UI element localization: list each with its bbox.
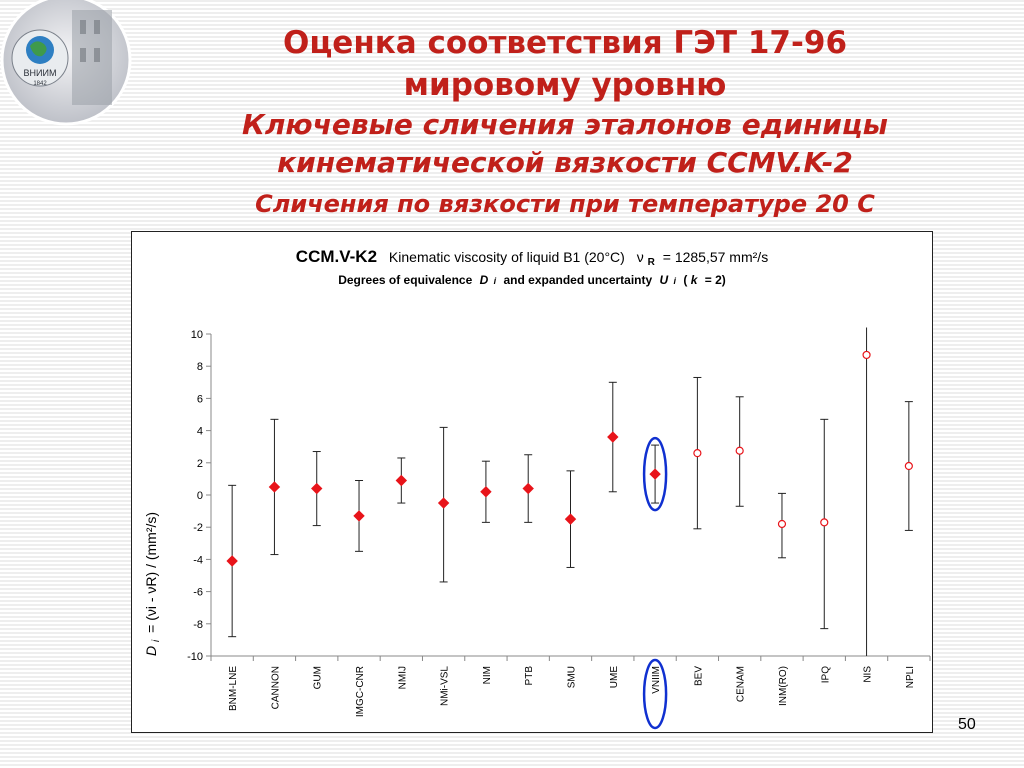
x-tick-label: NMi-VSL — [440, 666, 451, 706]
data-point — [820, 518, 829, 527]
data-point — [522, 482, 534, 495]
chart: CCM.V-K2 Kinematic viscosity of liquid B… — [143, 247, 931, 730]
x-tick-label: GUM — [313, 666, 324, 689]
x-tick-label: NIS — [863, 666, 874, 683]
y-tick-label: -2 — [193, 522, 203, 534]
chart-frame: CCM.V-K2 Kinematic viscosity of liquid B… — [131, 231, 933, 733]
data-point — [735, 446, 744, 455]
y-tick-label: -6 — [193, 587, 203, 599]
chart-subtitle-d: D — [480, 273, 489, 287]
data-point — [693, 449, 702, 458]
highlight-ellipse-point — [642, 436, 668, 512]
data-point — [268, 481, 281, 493]
x-tick-label: CANNON — [270, 666, 281, 709]
data-point — [395, 474, 408, 487]
chart-subtitle-k-open: ( — [683, 273, 687, 287]
chart-subtitle: Degrees of equivalence D i and expanded … — [338, 273, 726, 287]
data-point — [904, 461, 913, 471]
data-point — [777, 519, 787, 529]
highlight-ellipse-label — [642, 658, 668, 730]
chart-title: CCM.V-K2 Kinematic viscosity of liquid B… — [296, 247, 768, 268]
y-tick-label: 4 — [197, 426, 203, 438]
y-tick-label: -4 — [193, 554, 203, 566]
chart-title-value: = 1285,57 mm²/s — [663, 249, 768, 265]
slide-title: Оценка соответствия ГЭТ 17-96 мировому у… — [150, 22, 980, 226]
x-tick-label: BNM-LNE — [228, 666, 239, 711]
y-tick-label: 2 — [197, 458, 203, 470]
logo: ВНИИМ 1842 — [0, 0, 135, 130]
subtitle-line-1: Ключевые сличения эталонов единицы — [241, 108, 888, 141]
title-line-1: Оценка соответствия ГЭТ 17-96 — [282, 25, 848, 61]
x-tick-label: PTB — [524, 666, 535, 686]
data-point — [564, 513, 577, 525]
chart-subtitle-u: U — [660, 273, 669, 287]
chart-title-nu-sub: R — [648, 257, 656, 268]
y-tick-label: 6 — [197, 393, 203, 405]
x-tick-label: NMIJ — [397, 666, 408, 689]
y-axis-label-i: i — [151, 639, 162, 642]
data-point — [437, 497, 450, 509]
page-number: 50 — [958, 716, 976, 733]
data-point — [311, 482, 323, 495]
logo-year: 1842 — [33, 81, 47, 87]
y-tick-label: -8 — [193, 619, 203, 631]
data-point — [353, 510, 365, 522]
chart-title-nu: ν — [637, 249, 644, 265]
chart-subtitle-mid: and expanded uncertainty — [503, 273, 652, 287]
y-tick-label: 8 — [197, 361, 203, 373]
x-tick-label: NIM — [482, 666, 493, 684]
y-tick-label: 0 — [197, 490, 203, 502]
y-tick-label: 10 — [191, 329, 203, 341]
y-axis-label: D i = (νi - νR) / (mm²/s) — [143, 512, 162, 656]
y-axis-label-rest: = (νi - νR) / (mm²/s) — [143, 512, 159, 633]
chart-subtitle-i: i — [494, 276, 497, 286]
data-point — [480, 486, 492, 498]
subtitle-line-2: кинематической вязкости CCMV.K-2 — [277, 146, 853, 179]
x-tick-label: INM(RO) — [778, 666, 789, 706]
plot-area: 10 8 6 4 2 0 -2 -4 -6 -8 -10 BNM-LNE CANNON GUM IMGC-C… — [187, 327, 931, 730]
subtitle-line-3: Сличения по вязкости при температуре 20 … — [255, 190, 875, 218]
chart-title-main: CCM.V-K2 — [296, 247, 377, 266]
x-tick-label: UME — [609, 666, 620, 689]
x-tick-label: IMGC-CNR — [355, 666, 366, 717]
x-tick-label: SMU — [567, 666, 578, 688]
y-tick-label: -10 — [187, 651, 203, 663]
x-tick-label: BEV — [693, 666, 704, 686]
data-point — [862, 350, 871, 360]
y-axis-label-d: D — [143, 646, 159, 656]
x-tick-label: CENAM — [736, 666, 747, 702]
chart-subtitle-u-i: i — [674, 276, 677, 286]
data-point — [226, 555, 238, 567]
logo-text: ВНИИМ — [24, 68, 57, 78]
chart-subtitle-prefix: Degrees of equivalence — [338, 273, 472, 287]
x-tick-label: VNIIM — [651, 666, 662, 694]
data-point — [649, 468, 661, 480]
title-line-2: мировому уровню — [403, 67, 727, 103]
chart-subtitle-k-value: = 2) — [705, 273, 726, 287]
x-tick-label: IPQ — [820, 666, 831, 683]
data-point — [607, 431, 619, 443]
chart-subtitle-k: k — [691, 273, 699, 287]
x-tick-label: NPLI — [905, 666, 916, 688]
chart-title-rest: Kinematic viscosity of liquid B1 (20°C) — [389, 249, 625, 265]
